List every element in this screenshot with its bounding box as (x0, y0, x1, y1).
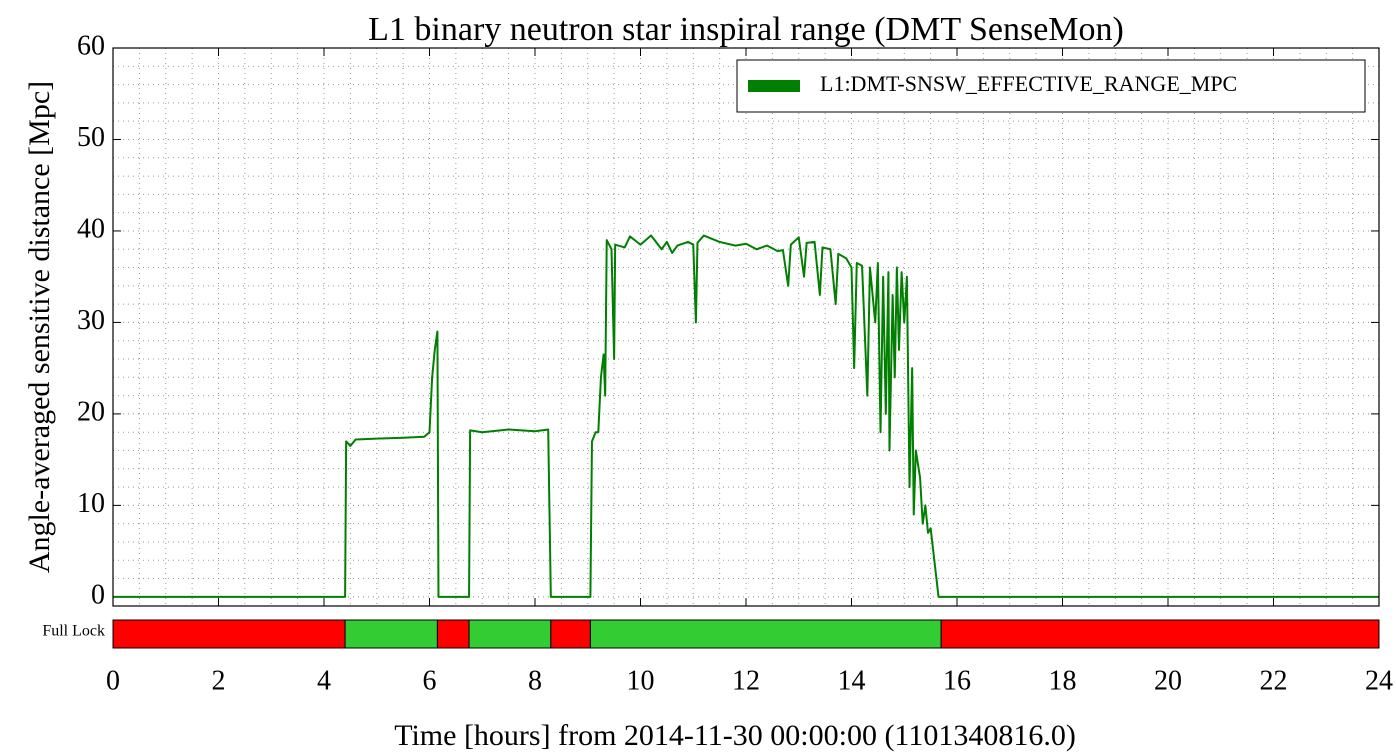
legend-label: L1:DMT-SNSW_EFFECTIVE_RANGE_MPC (820, 71, 1237, 96)
y-tick-label: 0 (91, 579, 105, 610)
chart-title: L1 binary neutron star inspiral range (D… (368, 11, 1124, 48)
x-axis-label: Time [hours] from 2014-11-30 00:00:00 (1… (394, 719, 1076, 752)
x-tick-label: 12 (732, 665, 760, 696)
x-tick-label: 0 (106, 665, 120, 696)
state-frame (112, 619, 1380, 649)
x-tick-label: 18 (1049, 665, 1077, 696)
state-segment (468, 619, 552, 649)
x-tick-label: 10 (627, 665, 655, 696)
state-segment (436, 619, 470, 649)
x-tick-label: 20 (1154, 665, 1182, 696)
x-tick-label: 6 (423, 665, 437, 696)
x-tick-label: 8 (528, 665, 542, 696)
state-segment (344, 619, 438, 649)
x-tick-label: 2 (212, 665, 226, 696)
state-segment (940, 619, 1380, 649)
y-tick-label: 60 (77, 30, 105, 61)
state-segment (550, 619, 591, 649)
x-tick-label: 22 (1260, 665, 1288, 696)
x-tick-label: 24 (1365, 665, 1393, 696)
state-segment (589, 619, 942, 649)
y-tick-label: 50 (77, 122, 105, 153)
y-tick-label: 30 (77, 305, 105, 336)
x-tick-label: 16 (943, 665, 971, 696)
data-line (113, 234, 1379, 598)
y-tick-label: 20 (77, 396, 105, 427)
state-segment (112, 619, 346, 649)
x-tick-label: 4 (317, 665, 331, 696)
plot-frame (112, 47, 1380, 607)
x-tick-label: 14 (838, 665, 866, 696)
legend-swatch (748, 80, 800, 92)
y-tick-label: 40 (77, 213, 105, 244)
state-label: Full Lock (42, 623, 105, 640)
legend-box (736, 59, 1366, 113)
y-axis-label: Angle-averaged sensitive distance [Mpc] (23, 81, 56, 573)
y-tick-label: 10 (77, 488, 105, 519)
